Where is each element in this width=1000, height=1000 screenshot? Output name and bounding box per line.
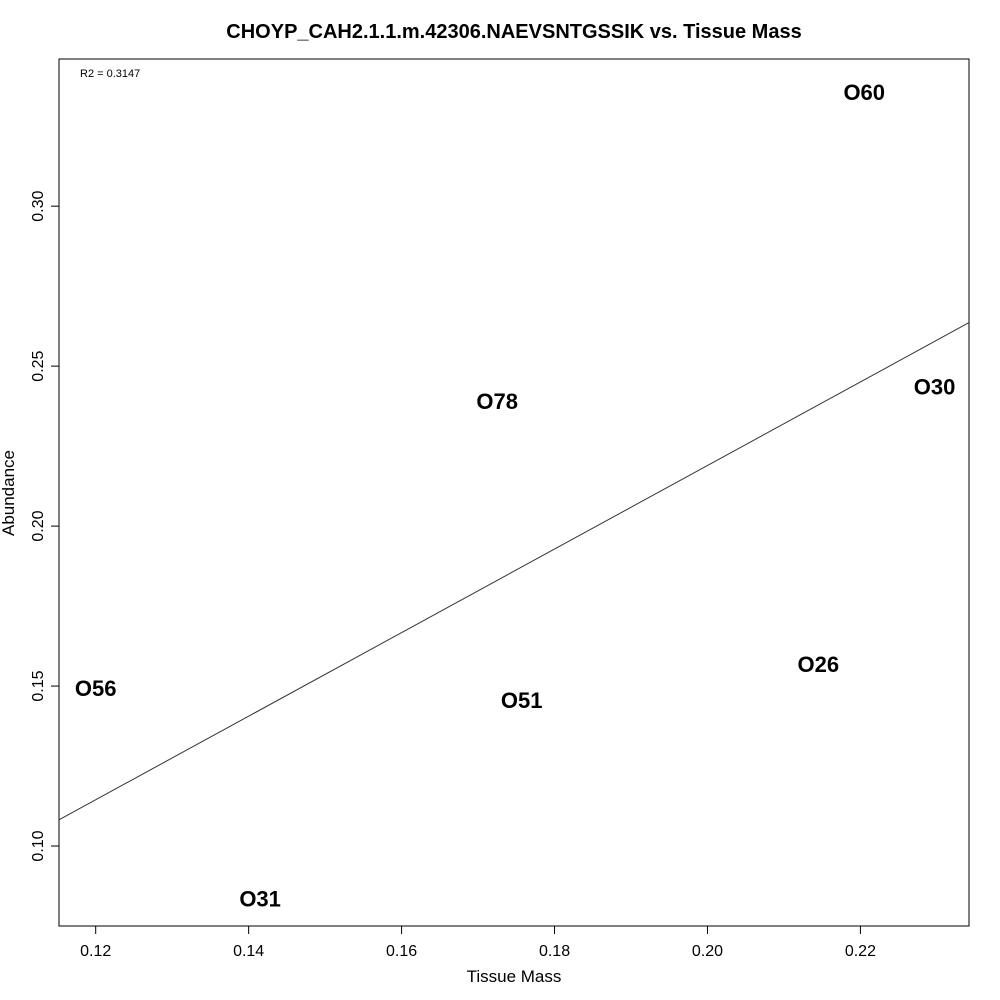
y-tick-label: 0.30 [30,190,47,221]
x-tick-label: 0.22 [845,943,876,960]
data-point-O60: O60 [843,80,885,105]
y-tick-label: 0.25 [30,350,47,381]
r2-annotation: R2 = 0.3147 [80,68,140,80]
y-axis: 0.10 0.15 0.20 0.25 0.30 [30,190,60,862]
chart-title: CHOYP_CAH2.1.1.m.42306.NAEVSNTGSSIK vs. … [226,21,801,43]
data-point-labels: O60 O30 O78 O26 O56 O51 O31 [75,80,955,911]
y-tick-label: 0.15 [30,670,47,701]
data-point-O78: O78 [476,389,518,414]
data-point-O26: O26 [798,652,840,677]
y-axis-label: Abundance [0,450,18,536]
data-point-O56: O56 [75,676,117,701]
x-tick-label: 0.16 [386,943,417,960]
y-tick-label: 0.10 [30,830,47,861]
plot-area-frame [58,58,970,927]
data-point-O51: O51 [501,688,543,713]
x-axis: 0.12 0.14 0.16 0.18 0.20 0.22 [80,925,876,960]
x-tick-label: 0.20 [692,943,723,960]
data-point-O30: O30 [914,374,956,399]
x-tick-label: 0.14 [233,943,264,960]
x-tick-label: 0.12 [80,943,111,960]
x-tick-label: 0.18 [539,943,570,960]
x-axis-label: Tissue Mass [467,967,562,986]
y-tick-label: 0.20 [30,510,47,541]
regression-line [58,322,970,821]
data-point-O31: O31 [239,886,281,911]
